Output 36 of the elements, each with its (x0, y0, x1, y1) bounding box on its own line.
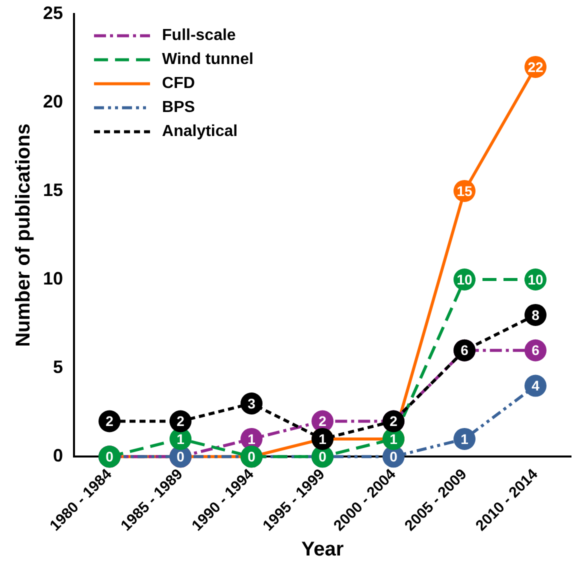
legend-label: BPS (162, 99, 196, 116)
data-label: 0 (390, 448, 398, 465)
y-tick-label: 20 (42, 91, 64, 112)
data-label: 6 (532, 342, 540, 358)
y-axis-title: Number of publications (12, 124, 35, 347)
data-label: 1 (318, 430, 327, 447)
legend-label: Analytical (162, 123, 238, 140)
data-label: 2 (176, 413, 185, 430)
y-tick-label: 0 (53, 446, 64, 466)
legend-label: CFD (162, 75, 195, 92)
data-label: 1 (248, 430, 256, 447)
data-label: 0 (318, 448, 327, 465)
data-label: 22 (528, 58, 544, 75)
data-label: 0 (106, 448, 114, 465)
data-label: 2 (390, 413, 398, 430)
data-label: 1 (176, 430, 185, 447)
data-label: 6 (460, 342, 469, 358)
x-axis-title: Year (301, 538, 344, 561)
data-label: 0 (248, 448, 256, 465)
y-tick-label: 15 (42, 180, 64, 200)
data-label: 3 (248, 395, 256, 412)
legend-label: Full-scale (162, 27, 236, 44)
data-label: 1 (460, 430, 469, 447)
data-label: 15 (456, 182, 472, 199)
data-label: 8 (532, 306, 540, 323)
data-label: 4 (532, 378, 540, 394)
data-label: 2 (318, 413, 327, 430)
data-label: 1 (390, 430, 398, 447)
y-tick-label: 10 (42, 268, 64, 288)
y-tick-label: 5 (53, 357, 64, 378)
legend-label: Wind tunnel (162, 51, 254, 68)
data-label: 10 (528, 271, 544, 288)
data-label: 2 (106, 413, 114, 430)
y-tick-label: 25 (42, 2, 64, 23)
data-label: 0 (176, 448, 185, 465)
data-label: 10 (456, 271, 472, 288)
